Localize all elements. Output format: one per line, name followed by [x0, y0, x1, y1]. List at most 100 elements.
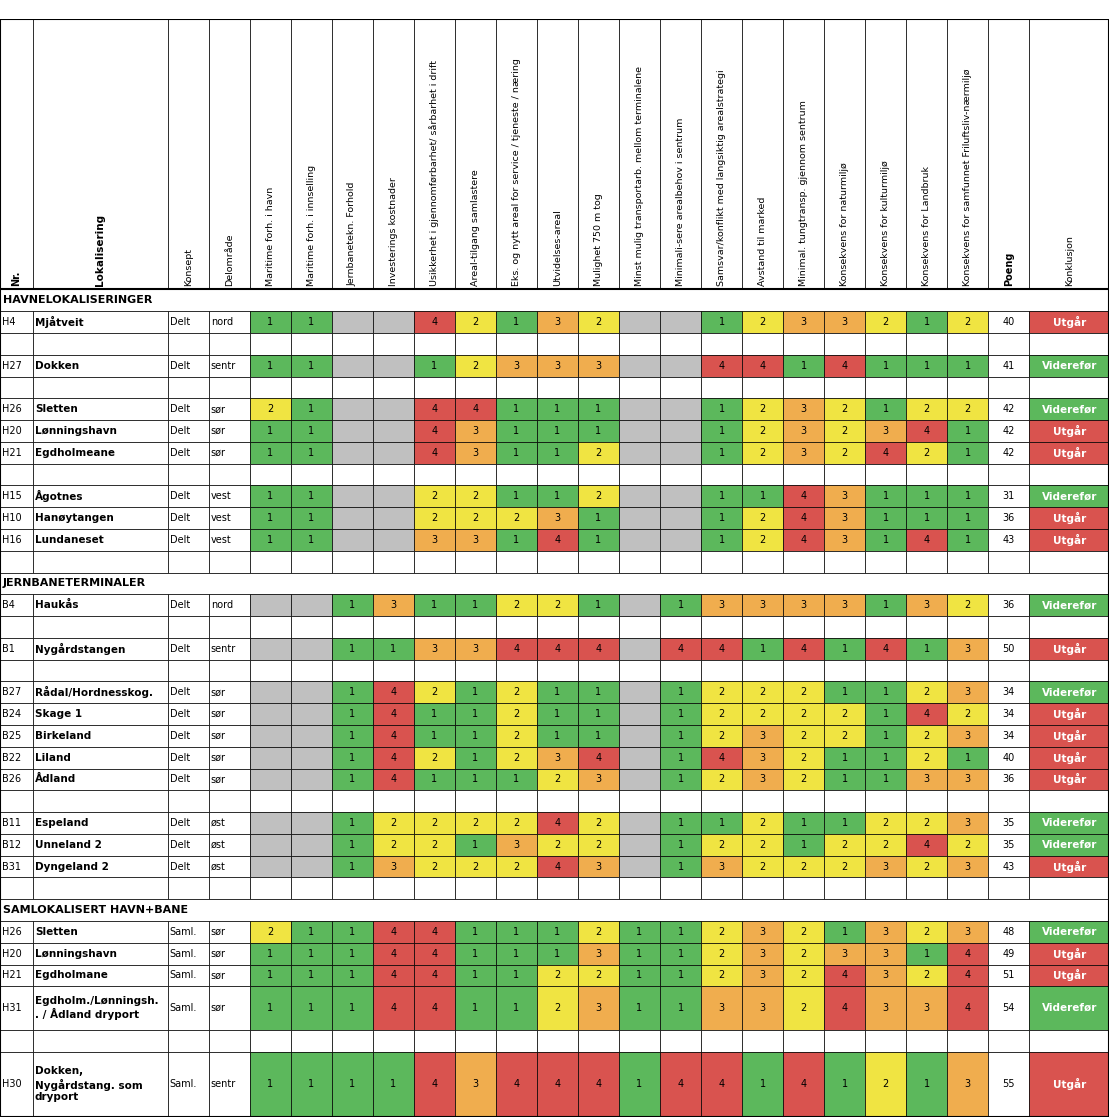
Text: 2: 2	[760, 513, 765, 523]
Bar	[33, 399, 167, 420]
Bar	[619, 812, 660, 834]
Bar	[496, 986, 537, 1030]
Bar	[742, 399, 783, 420]
Bar	[865, 681, 906, 704]
Text: Saml.: Saml.	[170, 971, 197, 981]
Text: 1: 1	[513, 927, 519, 937]
Text: Saml.: Saml.	[170, 927, 197, 937]
Text: 4: 4	[431, 971, 437, 981]
Bar	[988, 1052, 1029, 1117]
Bar	[619, 768, 660, 791]
Text: SAMLOKALISERT HAVN+BANE: SAMLOKALISERT HAVN+BANE	[3, 905, 189, 915]
Bar	[742, 747, 783, 768]
Bar	[865, 507, 906, 529]
Bar	[414, 442, 455, 464]
Text: Delt: Delt	[170, 643, 190, 653]
Text: 2: 2	[554, 840, 560, 850]
Text: 4: 4	[678, 643, 683, 653]
Bar	[373, 725, 414, 747]
Bar	[906, 376, 947, 399]
Bar	[1029, 529, 1109, 551]
Text: 4: 4	[596, 753, 601, 763]
Bar	[167, 856, 208, 878]
Bar	[208, 834, 250, 856]
Text: 1: 1	[801, 840, 806, 850]
Bar	[250, 791, 291, 812]
Bar	[496, 965, 537, 986]
Bar	[824, 681, 865, 704]
Text: sentr: sentr	[211, 643, 236, 653]
Text: 2: 2	[924, 404, 929, 414]
Bar	[496, 725, 537, 747]
Text: 1: 1	[842, 687, 847, 697]
Text: 1: 1	[678, 861, 683, 871]
Bar	[578, 943, 619, 965]
Bar	[455, 486, 496, 507]
Bar	[1029, 507, 1109, 529]
Text: sør: sør	[211, 753, 225, 763]
Text: 1: 1	[513, 535, 519, 545]
Bar	[537, 312, 578, 333]
Bar	[414, 464, 455, 486]
Bar	[578, 812, 619, 834]
Bar	[947, 1052, 988, 1117]
Bar	[332, 399, 373, 420]
Text: 1: 1	[924, 513, 929, 523]
Text: 1: 1	[719, 513, 724, 523]
Bar	[33, 768, 167, 791]
Bar	[414, 486, 455, 507]
Text: 4: 4	[719, 1079, 724, 1089]
Text: Delt: Delt	[170, 317, 190, 327]
Text: vest: vest	[211, 513, 232, 523]
Bar	[1029, 312, 1109, 333]
Bar	[537, 812, 578, 834]
Text: H20: H20	[2, 948, 22, 958]
Bar	[865, 1030, 906, 1052]
Text: 3: 3	[883, 861, 888, 871]
Bar	[701, 791, 742, 812]
Text: 3: 3	[965, 687, 970, 697]
Text: 4: 4	[431, 426, 437, 436]
Bar	[824, 551, 865, 573]
Text: 2: 2	[267, 404, 273, 414]
Bar	[619, 529, 660, 551]
Bar	[619, 507, 660, 529]
Text: Sletten: Sletten	[34, 404, 78, 414]
Bar	[537, 834, 578, 856]
Text: 2: 2	[842, 404, 847, 414]
Bar	[414, 704, 455, 725]
Bar	[947, 376, 988, 399]
Text: 1: 1	[554, 927, 560, 937]
Text: 2: 2	[801, 971, 806, 981]
Bar	[578, 681, 619, 704]
Bar	[701, 834, 742, 856]
Text: Konsekvens for kulturmiljø: Konsekvens for kulturmiljø	[882, 160, 891, 286]
Text: 34: 34	[1003, 709, 1015, 719]
Text: 4: 4	[390, 753, 396, 763]
Text: 4: 4	[965, 948, 970, 958]
Bar	[947, 312, 988, 333]
Bar	[660, 376, 701, 399]
Bar	[988, 617, 1029, 638]
Text: 4: 4	[554, 861, 560, 871]
Text: Utgår: Utgår	[1052, 512, 1086, 524]
Text: 3: 3	[801, 426, 806, 436]
Bar	[906, 681, 947, 704]
Bar	[208, 638, 250, 660]
Text: 1: 1	[883, 731, 888, 741]
Text: 50: 50	[1003, 643, 1015, 653]
Text: 1: 1	[349, 687, 355, 697]
Bar	[947, 507, 988, 529]
Text: 1: 1	[678, 971, 683, 981]
Bar	[619, 943, 660, 965]
Bar	[208, 878, 250, 899]
Text: 4: 4	[390, 971, 396, 981]
Bar	[1029, 355, 1109, 376]
Bar	[332, 617, 373, 638]
Text: 3: 3	[965, 643, 970, 653]
Text: 1: 1	[637, 927, 642, 937]
Bar	[291, 878, 332, 899]
Bar	[414, 594, 455, 617]
Bar	[947, 355, 988, 376]
Bar	[865, 529, 906, 551]
